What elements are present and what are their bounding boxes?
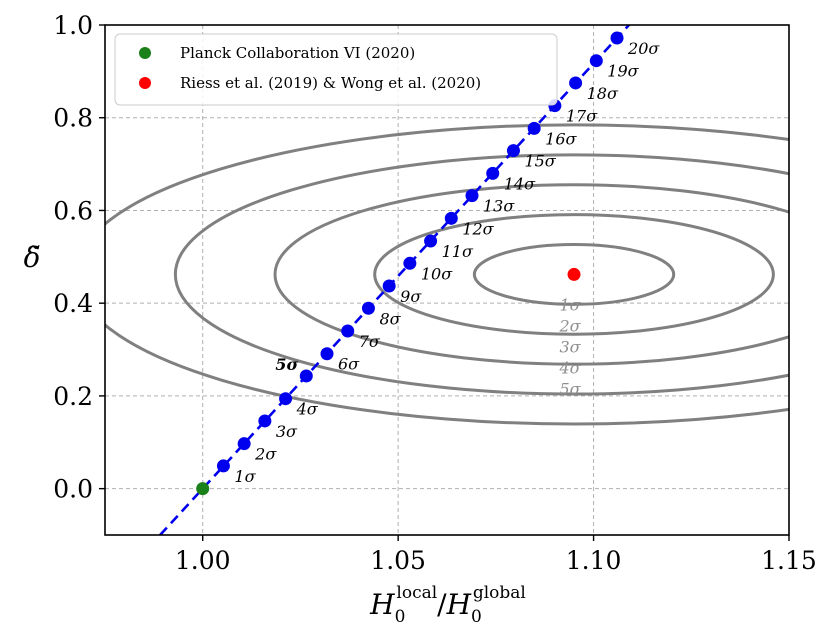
sigma-point-label-15: 15σ [524, 152, 556, 171]
x-axis-title-sub1: 0 [395, 607, 406, 627]
sigma-point-2 [237, 437, 251, 451]
x-tick-label-0: 1.00 [175, 546, 231, 575]
sigma-point-9 [382, 279, 396, 293]
contour-ellipse-5 [105, 123, 789, 426]
x-tick-label-2: 1.10 [566, 546, 622, 575]
x-axis-title-sup2: global [473, 583, 526, 603]
x-axis-title-h2: H [446, 588, 472, 621]
sigma-point-label-17: 17σ [566, 107, 598, 126]
sigma-point-5 [299, 369, 313, 383]
contour-ellipse-2 [373, 213, 775, 336]
contour-ellipses [105, 123, 789, 426]
contour-ellipse-1 [472, 243, 676, 306]
legend-label-planck: Planck Collaboration VI (2020) [180, 44, 415, 62]
legend-label-riess: Riess et al. (2019) & Wong et al. (2020) [180, 74, 481, 92]
sigma-point-1 [216, 459, 230, 473]
contour-ellipse-4 [173, 153, 789, 396]
sigma-point-label-10: 10σ [421, 264, 453, 283]
contour-label-1: 1σ [559, 296, 581, 315]
sigma-point-label-14: 14σ [504, 174, 536, 193]
sigma-point-label-19: 19σ [607, 62, 639, 81]
x-axis-title-h1: H [369, 588, 395, 621]
sigma-point-label-12: 12σ [462, 219, 494, 238]
x-axis-title-sub2: 0 [471, 607, 482, 627]
plot-frame [104, 24, 790, 536]
sigma-point-label-13: 13σ [483, 197, 515, 216]
sigma-point-label-6: 6σ [338, 355, 360, 374]
sigma-point-label-3: 3σ [276, 422, 298, 441]
y-tick-label-2: 0.4 [53, 289, 93, 318]
sigma-point-label-8: 8σ [379, 309, 401, 328]
sigma-point-label-11: 11σ [442, 242, 474, 261]
x-axis-title-separator: / [437, 588, 447, 621]
sigma-point-11 [424, 234, 438, 248]
sigma-point-16 [527, 121, 541, 135]
sigma-point-12 [444, 211, 458, 225]
planck-point [196, 482, 210, 496]
sigma-point-10 [403, 256, 417, 270]
sigma-point-8 [361, 301, 375, 315]
sigma-point-label-5: 5σ [275, 355, 298, 374]
x-axis-title: H0local/H0global [369, 583, 526, 627]
sigma-point-3 [258, 414, 272, 428]
y-tick-label-0: 0.0 [53, 475, 93, 504]
x-axis-title-sup1: local [396, 583, 437, 603]
sigma-point-label-20: 20σ [627, 39, 660, 58]
legend-box [114, 33, 558, 106]
sigma-point-label-1: 1σ [234, 467, 256, 486]
legend: Planck Collaboration VI (2020) Riess et … [114, 33, 558, 106]
sigma-point-19 [589, 54, 603, 68]
sigma-point-label-7: 7σ [359, 332, 381, 351]
x-tick-label-3: 1.15 [761, 546, 817, 575]
sigma-point-label-4: 4σ [296, 400, 319, 419]
sigma-point-18 [569, 76, 583, 90]
sigma-point-13 [465, 189, 479, 203]
legend-marker-planck [139, 47, 151, 59]
sigma-point-6 [320, 347, 334, 361]
contour-label-4: 4σ [558, 358, 581, 377]
y-tick-label-4: 0.8 [53, 104, 93, 133]
x-tick-label-1: 1.05 [370, 546, 426, 575]
sigma-point-label-2: 2σ [254, 445, 277, 464]
y-tick-label-5: 1.0 [53, 11, 93, 40]
sigma-point-label-18: 18σ [587, 84, 619, 103]
y-tick-label-1: 0.2 [53, 382, 93, 411]
sigma-point-label-9: 9σ [400, 287, 422, 306]
y-tick-label-3: 0.6 [53, 196, 93, 225]
riess-point [567, 267, 581, 281]
sigma-point-4 [279, 392, 293, 406]
sigma-point-label-16: 16σ [545, 129, 577, 148]
sigma-point-14 [486, 166, 500, 180]
contour-label-5: 5σ [559, 379, 581, 398]
sigma-point-7 [341, 324, 355, 338]
contour-ellipse-3 [273, 183, 789, 366]
contour-label-2: 2σ [558, 317, 581, 336]
axis-ticks: 1.00 1.05 1.10 1.15 0.0 0.2 0.4 0.6 0.8 1.0 [53, 11, 817, 575]
contour-label-3: 3σ [559, 338, 581, 357]
sigma-point-15 [506, 144, 520, 158]
sigma-point-20 [610, 31, 624, 45]
y-axis-title: δ̃ [24, 241, 41, 274]
legend-marker-riess [139, 77, 151, 89]
